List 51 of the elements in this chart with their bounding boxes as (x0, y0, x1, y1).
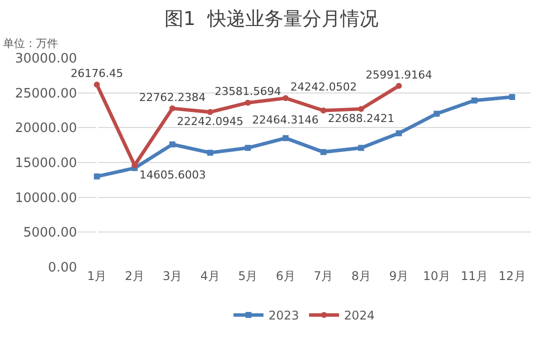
y-tick-label: 10000.00 (14, 190, 77, 206)
point (282, 135, 289, 142)
point (358, 144, 364, 151)
point (396, 82, 402, 89)
x-tick-label: 12月 (498, 269, 526, 283)
x-tick-label: 9月 (389, 269, 409, 283)
x-tick-label: 11月 (460, 269, 488, 283)
point (471, 98, 478, 104)
legend-label: 2024 (344, 308, 375, 323)
y-tick-label: 0.00 (48, 260, 77, 276)
point (320, 149, 326, 156)
text: 单位：万件 (3, 37, 58, 50)
point (282, 95, 289, 102)
data-label: 22688.2421 (328, 112, 394, 125)
point (207, 109, 214, 116)
point (169, 105, 176, 112)
data-label: 26176.45 (70, 67, 124, 80)
x-tick-label: 6月 (276, 269, 296, 283)
data-label: 24242.0502 (290, 80, 357, 94)
data-label: 25991.9164 (366, 68, 432, 82)
data-label: 14605.6003 (139, 168, 206, 182)
x-tick-label: 4月 (200, 269, 220, 283)
x-tick-label: 3月 (162, 269, 182, 283)
y-tick-label: 15000.00 (14, 156, 77, 172)
point (244, 144, 251, 151)
point (94, 173, 100, 180)
data-label: 22762.2384 (139, 90, 206, 104)
point (207, 150, 214, 156)
point (94, 82, 100, 88)
chart-title: 图1 快递业务量分月情况 (164, 8, 379, 30)
x-tick-label: 2月 (124, 269, 144, 283)
data-label: 22242.0945 (176, 115, 244, 128)
point (169, 141, 176, 148)
x-tick-label: 1月 (87, 269, 107, 283)
y-tick-label: 25000.00 (14, 86, 77, 102)
y-tick-label: 20000.00 (14, 121, 77, 136)
data-label: 23581.5694 (214, 85, 282, 98)
legend-label: 2023 (268, 308, 300, 323)
x-tick-label: 7月 (314, 269, 334, 283)
x-tick-label: 10月 (422, 269, 450, 283)
x-tick-label: 5月 (238, 269, 258, 283)
point (396, 130, 402, 136)
data-label: 22464.3146 (252, 114, 319, 126)
point (434, 110, 440, 117)
point (509, 94, 516, 100)
point (358, 106, 364, 112)
y-tick-label: 30000.00 (14, 52, 77, 67)
point (320, 108, 326, 114)
point (244, 100, 251, 106)
x-tick-label: 8月 (351, 269, 371, 283)
y-tick-label: 5000.00 (23, 226, 77, 241)
